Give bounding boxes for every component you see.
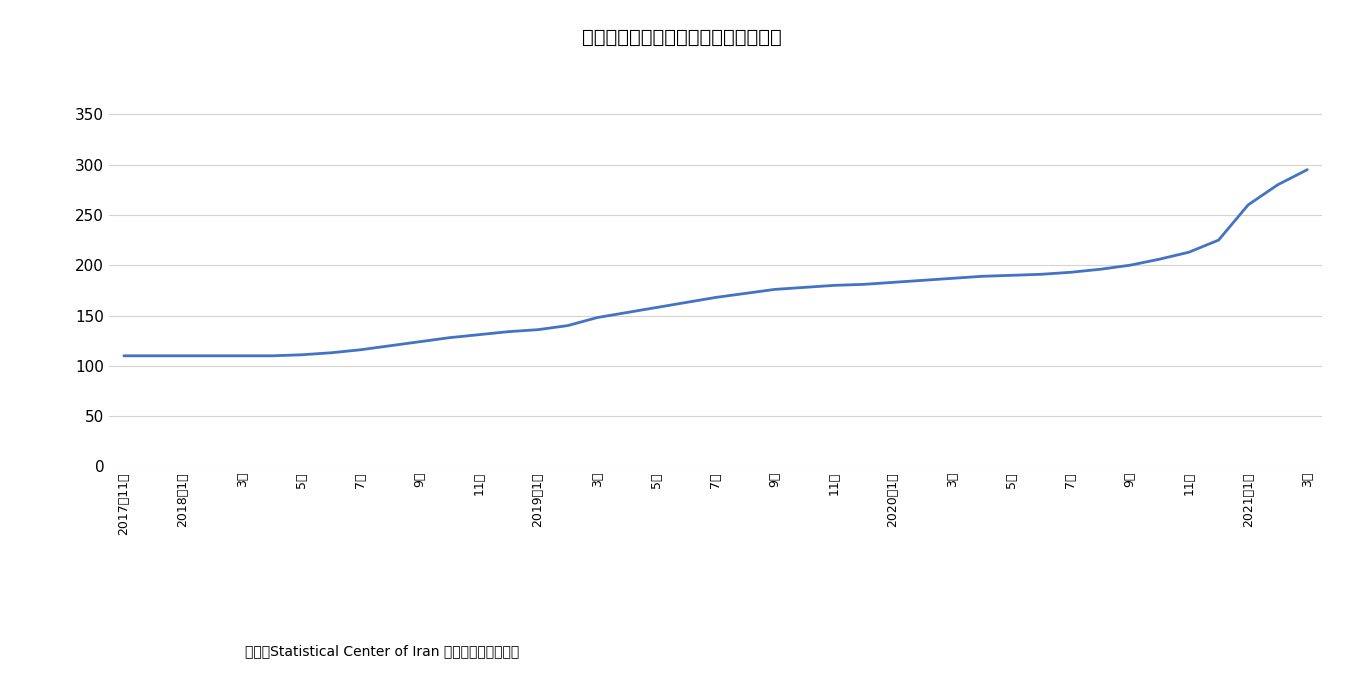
Text: 図３．イランの消費者物価指数の推移: 図３．イランの消費者物価指数の推移: [582, 27, 781, 47]
Text: 出所）Statistical Center of Iran をもとに筆者作成。: 出所）Statistical Center of Iran をもとに筆者作成。: [245, 645, 519, 659]
